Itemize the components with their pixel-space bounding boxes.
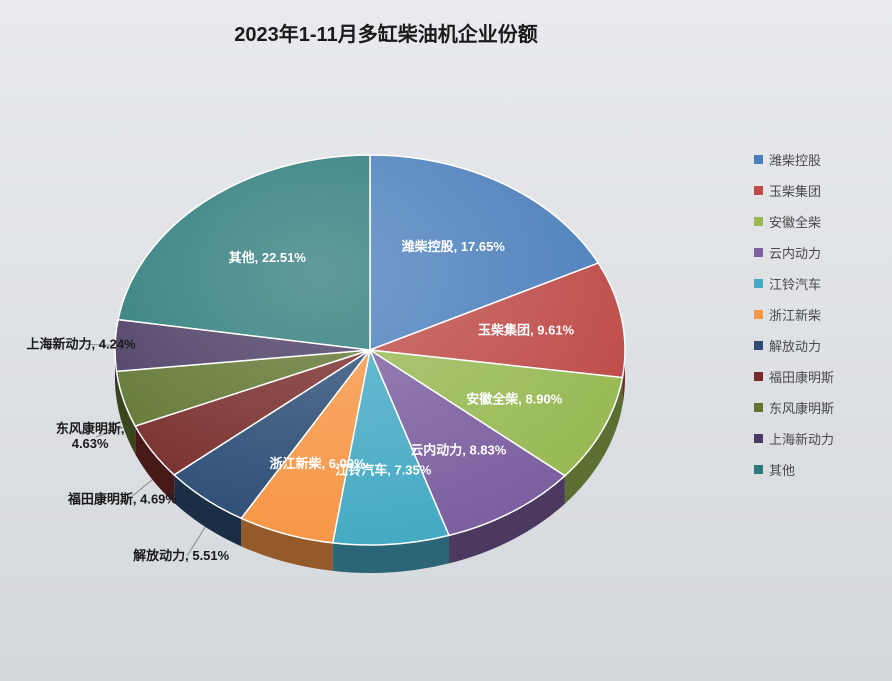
slice-label: 东风康明斯,4.63% (56, 421, 125, 451)
slice-label: 玉柴集团, 9.61% (478, 323, 575, 338)
legend-label: 潍柴控股 (769, 150, 821, 169)
legend-item: 上海新动力 (754, 429, 874, 448)
legend-item: 解放动力 (754, 336, 874, 355)
legend-swatch (754, 465, 763, 474)
legend-item: 浙江新柴 (754, 305, 874, 324)
legend-item: 安徽全柴 (754, 212, 874, 231)
legend-item: 云内动力 (754, 243, 874, 262)
legend-item: 其他 (754, 460, 874, 479)
legend-label: 江铃汽车 (769, 274, 821, 293)
legend-item: 潍柴控股 (754, 150, 874, 169)
legend-swatch (754, 279, 763, 288)
chart-title: 2023年1-11月多缸柴油机企业份额 (0, 18, 772, 47)
legend-label: 玉柴集团 (769, 181, 821, 200)
pie-chart: 潍柴控股, 17.65% 玉柴集团, 9.61% 安徽全柴, 8.90% 云内动力, … (60, 60, 680, 640)
legend-swatch (754, 403, 763, 412)
slice-label: 浙江新柴, 6.09% (270, 456, 367, 471)
slice-label: 解放动力, 5.51% (132, 548, 230, 563)
legend-swatch (754, 372, 763, 381)
legend-label: 东风康明斯 (769, 398, 834, 417)
legend-label: 上海新动力 (769, 429, 834, 448)
legend-swatch (754, 248, 763, 257)
legend: 潍柴控股玉柴集团安徽全柴云内动力江铃汽车浙江新柴解放动力福田康明斯东风康明斯上海… (754, 150, 874, 491)
slice-label: 安徽全柴, 8.90% (466, 391, 563, 406)
legend-swatch (754, 310, 763, 319)
legend-label: 云内动力 (769, 243, 821, 262)
legend-swatch (754, 341, 763, 350)
pie-highlight (115, 155, 625, 545)
legend-swatch (754, 186, 763, 195)
legend-swatch (754, 155, 763, 164)
legend-item: 福田康明斯 (754, 367, 874, 386)
pie-top (115, 155, 625, 545)
legend-label: 解放动力 (769, 336, 821, 355)
legend-item: 江铃汽车 (754, 274, 874, 293)
legend-item: 玉柴集团 (754, 181, 874, 200)
slice-label: 云内动力, 8.83% (410, 442, 507, 457)
legend-label: 安徽全柴 (769, 212, 821, 231)
legend-label: 其他 (769, 460, 795, 479)
chart-container: 2023年1-11月多缸柴油机企业份额 潍柴控股, 17.65% 玉柴集团, 9.… (0, 0, 892, 681)
legend-swatch (754, 434, 763, 443)
legend-swatch (754, 217, 763, 226)
legend-label: 福田康明斯 (769, 367, 834, 386)
slice-label: 其他, 22.51% (229, 250, 307, 265)
slice-label: 上海新动力, 4.24% (27, 337, 137, 352)
pie-svg: 潍柴控股, 17.65% 玉柴集团, 9.61% 安徽全柴, 8.90% 云内动力, … (60, 60, 680, 640)
slice-label: 福田康明斯, 4.69% (67, 491, 178, 506)
slice-label: 潍柴控股, 17.65% (402, 239, 506, 254)
legend-label: 浙江新柴 (769, 305, 821, 324)
legend-item: 东风康明斯 (754, 398, 874, 417)
